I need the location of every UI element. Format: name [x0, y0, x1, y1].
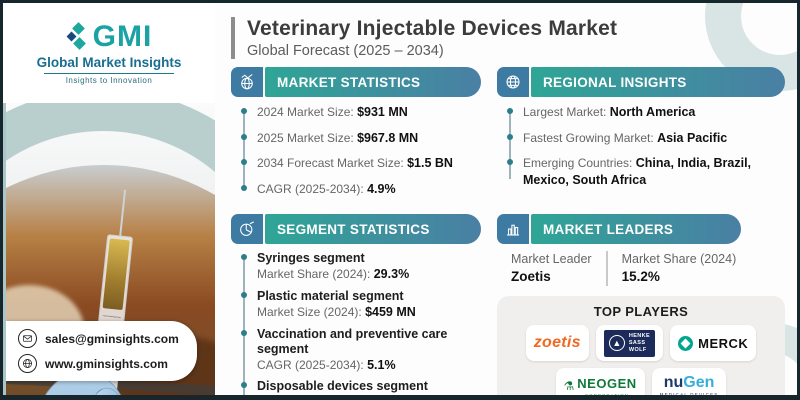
main-content: Veterinary Injectable Devices Market Glo…	[215, 3, 797, 395]
merck-logo: MERCK	[670, 325, 757, 362]
zoetis-logo: zoetis	[525, 325, 589, 362]
globe-chart-icon	[231, 67, 263, 97]
market-share-cell: Market Share (2024) 15.2%	[622, 251, 737, 286]
segment-row: Disposable devices segment CAGR (2025-20…	[240, 379, 481, 395]
segment-statistics-title: SEGMENT STATISTICS	[265, 214, 481, 245]
nugen-logo: nuGen MEDICAL DEVICES	[651, 368, 727, 395]
contact-email[interactable]: sales@gminsights.com	[45, 331, 179, 346]
stat-row: Fastest Growing Market: Asia Pacific	[506, 130, 785, 147]
brand-tagline: Insights to Innovation	[65, 75, 153, 85]
page-title: Veterinary Injectable Devices Market	[247, 17, 618, 40]
stat-row: 2034 Forecast Market Size: $1.5 BN	[240, 155, 481, 172]
regional-insights-title: REGIONAL INSIGHTS	[531, 67, 785, 97]
gmi-diamond-logo-icon	[66, 21, 88, 52]
segment-row: Plastic material segment Market Size (20…	[240, 289, 481, 321]
market-statistics-title: MARKET STATISTICS	[265, 67, 481, 97]
market-leaders-title: MARKET LEADERS	[531, 214, 741, 245]
brand-logo: GMI Global Market Insights Insights to I…	[3, 3, 215, 103]
left-sidebar: GMI Global Market Insights Insights to I…	[3, 3, 215, 395]
market-leader-name: Zoetis	[511, 269, 551, 285]
website-globe-icon	[18, 354, 37, 373]
page-subtitle: Global Forecast (2025 – 2034)	[247, 43, 444, 59]
section-segment-statistics: SEGMENT STATISTICS Syringes segment Mark…	[231, 214, 481, 395]
stat-row: CAGR (2025-2034): 4.9%	[240, 181, 481, 198]
market-leader-cell: Market Leader Zoetis	[511, 251, 592, 286]
bar-chart-icon	[497, 214, 529, 245]
logo-row: GMI	[66, 19, 153, 53]
title-block: Veterinary Injectable Devices Market Glo…	[231, 17, 785, 59]
brand-divider	[44, 72, 174, 74]
flask-icon: ⚗	[563, 379, 575, 394]
contact-website[interactable]: www.gminsights.com	[45, 356, 168, 371]
brand-name: Global Market Insights	[36, 54, 182, 70]
contact-email-row[interactable]: sales@gminsights.com	[18, 329, 179, 348]
regional-insights-header: REGIONAL INSIGHTS	[497, 67, 785, 97]
merck-icon	[678, 335, 694, 351]
stat-row: 2024 Market Size: $931 MN	[240, 104, 481, 121]
henke-sass-wolf-logo: ▲ HENKE SASS WOLF	[595, 325, 664, 362]
gmi-logo-text: GMI	[92, 19, 153, 53]
decorative-arc	[6, 103, 215, 395]
segment-statistics-header: SEGMENT STATISTICS	[231, 214, 481, 245]
segment-row: Syringes segment Market Share (2024): 29…	[240, 251, 481, 283]
segment-statistics-list: Syringes segment Market Share (2024): 29…	[240, 251, 481, 395]
section-market-statistics: MARKET STATISTICS 2024 Market Size: $931…	[231, 67, 481, 206]
market-leaders-header: MARKET LEADERS	[497, 214, 785, 245]
divider	[605, 251, 608, 287]
market-leader-summary: Market Leader Zoetis Market Share (2024)…	[511, 251, 785, 287]
market-share-value: 15.2%	[621, 269, 660, 285]
segment-row: Vaccination and preventive care segment …	[240, 327, 481, 374]
stat-row: 2025 Market Size: $967.8 MN	[240, 130, 481, 147]
neogen-logo: ⚗ NEOGEN CORPORATION	[555, 368, 645, 395]
pie-chart-icon	[231, 214, 263, 245]
stat-row: Largest Market: North America	[506, 104, 785, 121]
top-players-title: TOP PLAYERS	[593, 304, 689, 320]
email-icon	[18, 329, 37, 348]
top-players-box: TOP PLAYERS zoetis ▲ HENKE SASS	[497, 296, 785, 395]
contact-card: sales@gminsights.com www.gminsights.com	[6, 321, 197, 381]
market-statistics-header: MARKET STATISTICS	[231, 67, 481, 97]
contact-website-row[interactable]: www.gminsights.com	[18, 354, 179, 373]
veterinary-photo: sales@gminsights.com www.gminsights.com	[3, 103, 215, 395]
section-market-leaders: MARKET LEADERS Market Leader Zoetis Mark…	[497, 214, 785, 395]
henke-triangle-icon: ▲	[608, 335, 625, 352]
regional-insights-list: Largest Market: North America Fastest Gr…	[506, 104, 785, 188]
section-regional-insights: REGIONAL INSIGHTS Largest Market: North …	[497, 67, 785, 206]
stat-row: Emerging Countries: China, India, Brazil…	[506, 155, 785, 188]
market-statistics-list: 2024 Market Size: $931 MN 2025 Market Si…	[240, 104, 481, 198]
globe-grid-icon	[497, 67, 529, 97]
